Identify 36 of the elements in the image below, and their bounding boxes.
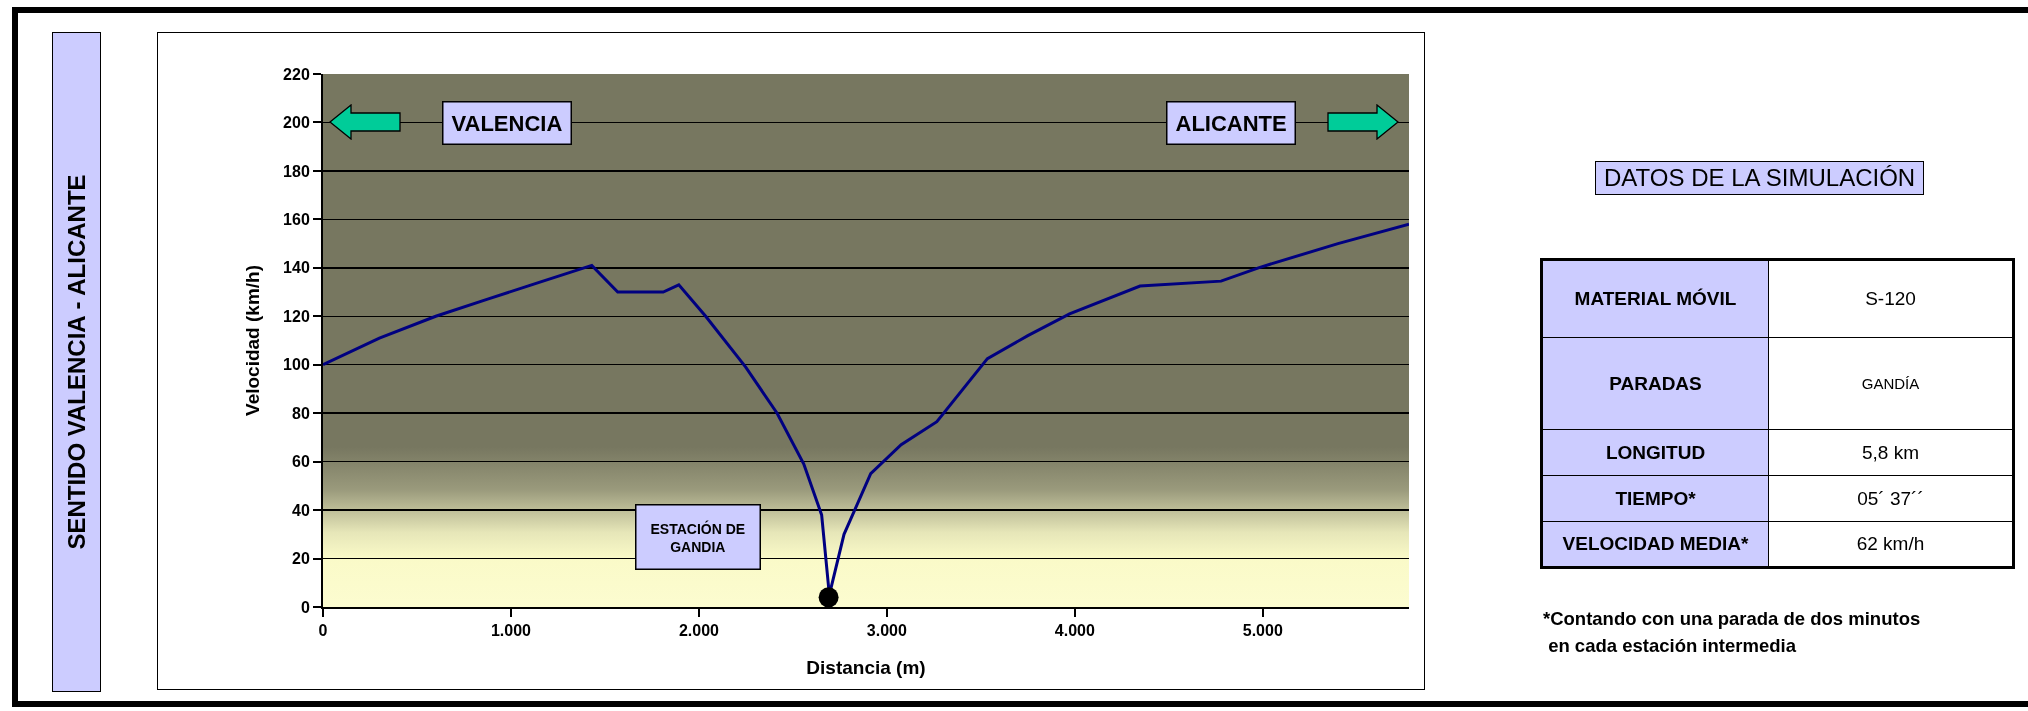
annotation: ALICANTE — [1175, 110, 1287, 136]
annotation: VALENCIA — [451, 110, 563, 136]
text: GANDÍA — [1768, 337, 2014, 430]
text: *Contando con una parada de dos minutos en cada estación intermedia — [1543, 607, 1922, 658]
text: PARADAS — [1541, 337, 1769, 430]
y-axis-title: Velocidad (km/h) — [242, 265, 264, 416]
y-tick-label: 20 — [292, 550, 310, 568]
y-tick-label: 200 — [283, 114, 310, 132]
text: 5,8 km — [1768, 429, 2014, 476]
text: LONGITUD — [1541, 429, 1769, 476]
text: SENTIDO VALENCIA - ALICANTE — [62, 174, 91, 550]
y-tick-label: 60 — [292, 453, 310, 471]
x-tick-label: 5.000 — [1242, 622, 1283, 640]
y-tick-label: 100 — [283, 356, 310, 374]
x-tick-label: 3.000 — [866, 622, 907, 640]
text: VELOCIDAD MEDIA* — [1541, 521, 1769, 568]
text: MATERIAL MÓVIL — [1541, 259, 1769, 338]
text: 62 km/h — [1768, 521, 2014, 568]
y-tick-label: 80 — [292, 404, 310, 422]
y-tick-label: 140 — [283, 259, 310, 277]
annotation: ESTACIÓN DE GANDIA — [650, 519, 746, 555]
x-axis-title: Distancia (m) — [806, 656, 926, 678]
text: TIEMPO* — [1541, 475, 1769, 522]
text: S-120 — [1768, 259, 2014, 338]
x-tick-label: 0 — [318, 622, 328, 640]
text: DATOS DE LA SIMULACIÓN — [1595, 161, 1925, 195]
y-tick-label: 180 — [283, 162, 310, 180]
text: 05´ 37´´ — [1768, 475, 2014, 522]
y-tick-label: 0 — [300, 598, 310, 616]
x-tick-label: 2.000 — [678, 622, 720, 640]
x-tick-label: 4.000 — [1054, 622, 1095, 640]
x-tick-label: 1.000 — [490, 622, 532, 640]
y-tick-label: 40 — [292, 501, 310, 519]
y-tick-label: 160 — [283, 210, 310, 228]
y-tick-label: 220 — [283, 65, 310, 83]
y-tick-label: 120 — [283, 307, 310, 325]
